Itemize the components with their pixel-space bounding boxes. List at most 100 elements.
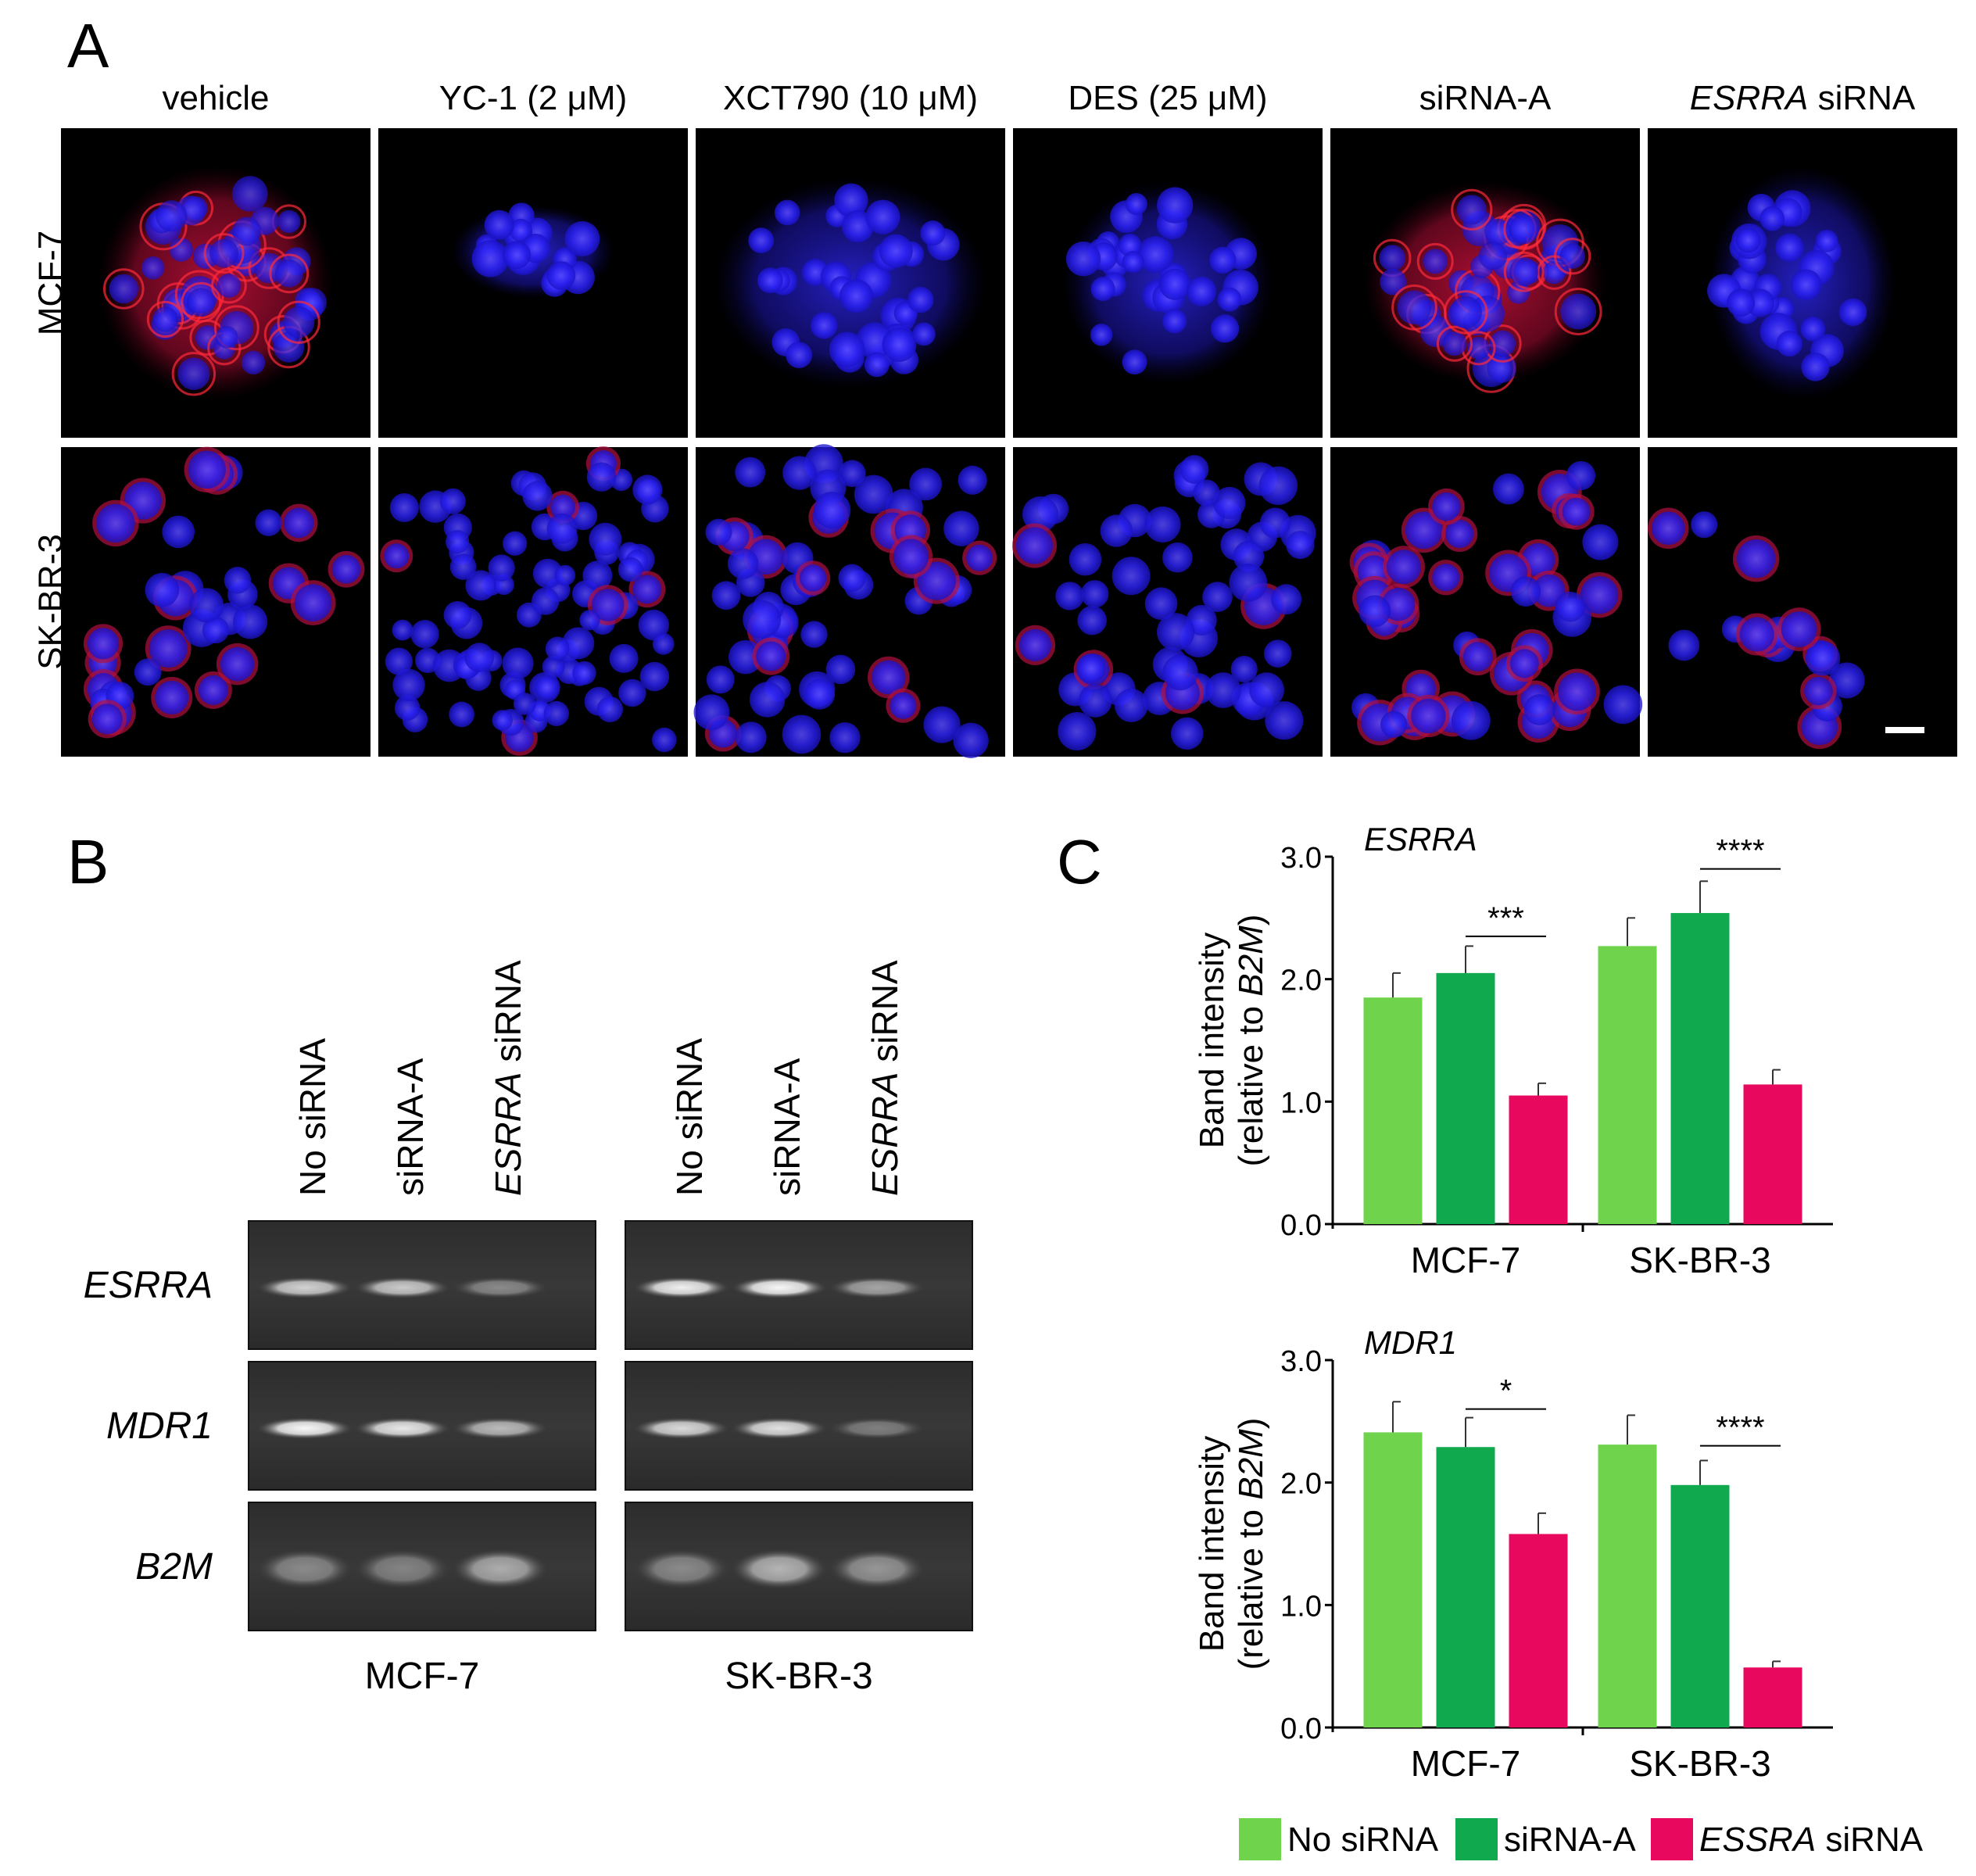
legend-label: siRNA-A — [1504, 1821, 1636, 1859]
lane-label: siRNA-A — [767, 1058, 807, 1196]
legend-swatch — [1239, 1818, 1281, 1860]
gel-band — [731, 1548, 828, 1590]
gel-band — [256, 1548, 353, 1590]
gel-cell-line-label: MCF-7 — [365, 1656, 480, 1697]
micrograph-mcf7 — [1330, 128, 1640, 438]
gel-band — [633, 1417, 730, 1440]
gel-panel — [625, 1361, 973, 1491]
panel-a: A vehicle YC-1 (2 μM) XCT790 (10 μM) DES (2… — [32, 11, 1957, 758]
micrograph-skbr3 — [1011, 447, 1323, 757]
lane-label: No siRNA — [292, 1038, 333, 1196]
gel-cell-line-label: SK-BR-3 — [725, 1656, 872, 1697]
gel-band — [633, 1548, 730, 1590]
legend-label: ESSRA siRNA — [1699, 1821, 1924, 1859]
y-axis-label: (relative to B2M) — [1232, 915, 1270, 1167]
gene-label: MDR1 — [106, 1405, 213, 1447]
significance-stars: **** — [1716, 1411, 1764, 1445]
chart-legend: No siRNA siRNA-A ESSRA siRNA — [1239, 1818, 1924, 1860]
y-tick-label: 1.0 — [1280, 1087, 1322, 1119]
legend-swatch — [1651, 1818, 1693, 1860]
gel-band — [354, 1276, 451, 1299]
chart-title: ESRRA — [1364, 821, 1477, 857]
gel-band — [731, 1417, 828, 1440]
micrograph-skbr3 — [693, 444, 1005, 758]
micrograph-skbr3 — [1648, 447, 1957, 757]
gel-band — [354, 1417, 451, 1440]
gel-band — [354, 1548, 451, 1590]
bar — [1670, 913, 1730, 1224]
y-tick-label: 0.0 — [1280, 1209, 1322, 1242]
column-label: DES (25 μM) — [1068, 79, 1267, 117]
gel-band — [452, 1548, 549, 1590]
micrograph-skbr3 — [61, 446, 370, 757]
bar-chart-esrra: 0.0 1.0 2.0 3.0 ESRRA Band intensity (relative… — [1193, 821, 1833, 1280]
panel-c-label: C — [1057, 827, 1102, 897]
legend-swatch — [1455, 1818, 1498, 1860]
scale-bar — [1885, 727, 1924, 733]
micrograph-mcf7 — [1648, 128, 1957, 438]
lane-label: siRNA-A — [390, 1058, 431, 1196]
bar — [1363, 1432, 1423, 1727]
y-tick-label: 0.0 — [1280, 1713, 1322, 1745]
bar — [1436, 972, 1495, 1224]
gene-label: B2M — [135, 1546, 213, 1588]
column-label: siRNA-A — [1419, 79, 1552, 117]
gel-band — [256, 1276, 353, 1299]
gel-panel — [625, 1502, 973, 1631]
bar — [1743, 1667, 1802, 1727]
bar — [1509, 1534, 1568, 1727]
y-tick-label: 1.0 — [1280, 1590, 1322, 1623]
column-label: YC-1 (2 μM) — [439, 79, 627, 117]
gel-band — [633, 1276, 730, 1299]
micrograph-grid — [61, 128, 1957, 758]
micrograph-skbr3 — [378, 446, 688, 757]
gel-cell-line-labels: MCF-7 SK-BR-3 — [365, 1656, 873, 1697]
y-tick-label: 2.0 — [1280, 965, 1322, 997]
gel-panel — [248, 1220, 596, 1350]
gene-labels: ESRRA MDR1 B2M — [84, 1265, 213, 1588]
gel-band — [731, 1276, 828, 1299]
significance-stars: **** — [1716, 834, 1764, 868]
micrograph-mcf7 — [61, 128, 370, 438]
lane-labels: No siRNA siRNA-A ESRRA siRNA No siRNA siRNA-… — [292, 960, 905, 1196]
legend-label: No siRNA — [1287, 1821, 1439, 1859]
gel-band — [452, 1417, 549, 1440]
column-label: XCT790 (10 μM) — [723, 79, 978, 117]
bar — [1509, 1095, 1568, 1224]
bar-chart-mdr1: 0.0 1.0 2.0 3.0 MDR1 Band intensity (relative … — [1193, 1324, 1833, 1784]
bar — [1363, 997, 1423, 1224]
column-label: vehicle — [163, 79, 270, 117]
gel-panel — [248, 1502, 596, 1631]
lane-label: No siRNA — [669, 1038, 710, 1196]
bar — [1598, 1445, 1657, 1727]
x-category-label: SK-BR-3 — [1629, 1240, 1770, 1280]
gel-band — [829, 1276, 925, 1299]
panel-b-label: B — [67, 827, 109, 897]
y-tick-label: 3.0 — [1280, 1345, 1322, 1378]
gel-panel — [248, 1361, 596, 1491]
y-tick-label: 3.0 — [1280, 842, 1322, 875]
x-category-label: MCF-7 — [1411, 1240, 1521, 1280]
x-category-label: SK-BR-3 — [1629, 1743, 1770, 1784]
significance-stars: * — [1500, 1374, 1512, 1409]
micrograph-mcf7 — [1013, 128, 1323, 438]
y-axis-label: Band intensity — [1193, 1436, 1231, 1652]
gene-label: ESRRA — [84, 1265, 213, 1306]
gel-band — [829, 1548, 925, 1590]
y-axis-label: (relative to B2M) — [1232, 1418, 1270, 1670]
x-category-label: MCF-7 — [1411, 1743, 1521, 1784]
panel-a-column-labels: vehicle YC-1 (2 μM) XCT790 (10 μM) DES (25 … — [163, 79, 1916, 117]
micrograph-mcf7 — [378, 128, 688, 438]
bar — [1598, 946, 1657, 1224]
bar — [1436, 1447, 1495, 1727]
gel-panel — [625, 1220, 973, 1350]
bar — [1743, 1084, 1802, 1224]
panel-b: B No siRNA siRNA-A ESRRA siRNA No siRNA siRN… — [67, 827, 973, 1697]
column-label: ESRRA siRNA — [1690, 79, 1916, 117]
panel-a-label: A — [67, 11, 109, 81]
chart-title: MDR1 — [1364, 1324, 1457, 1361]
micrograph-skbr3 — [1330, 447, 1643, 757]
bar — [1670, 1484, 1730, 1727]
